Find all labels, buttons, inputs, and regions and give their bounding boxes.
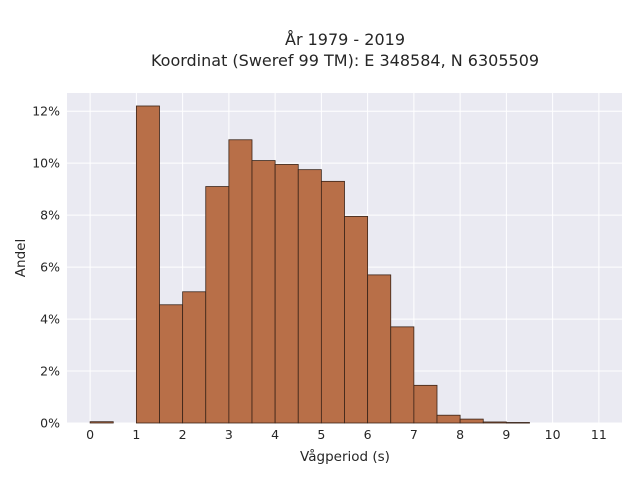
y-tick-label: 10%: [32, 156, 60, 171]
histogram-bar: [182, 291, 207, 424]
x-tick-label: 7: [410, 427, 418, 442]
bars: [89, 105, 530, 424]
x-tick-label: 1: [132, 427, 140, 442]
x-tick-label: 2: [179, 427, 187, 442]
histogram-bar: [297, 169, 322, 424]
x-tick-label: 3: [225, 427, 233, 442]
y-tick-label: 4%: [40, 312, 60, 327]
x-tick-label: 10: [545, 427, 561, 442]
histogram-bar: [390, 326, 415, 424]
histogram-bar: [159, 304, 184, 424]
histogram-bar: [413, 384, 438, 424]
x-axis-label: Vågperiod (s): [300, 448, 390, 465]
histogram-bar: [436, 414, 461, 424]
histogram-bar: [320, 180, 345, 424]
histogram-bar: [274, 164, 299, 424]
histogram-bar: [228, 139, 253, 424]
x-tick-label: 4: [271, 427, 279, 442]
histogram-bar: [505, 422, 530, 424]
x-tick-label: 9: [502, 427, 510, 442]
histogram-bar: [205, 186, 230, 424]
y-tick-label: 8%: [40, 208, 60, 223]
histogram-bar: [89, 421, 114, 424]
y-tick-label: 2%: [40, 364, 60, 379]
x-tick-label: 0: [86, 427, 94, 442]
chart-title-line-2: Koordinat (Sweref 99 TM): E 348584, N 63…: [151, 51, 539, 70]
x-tick-label: 6: [364, 427, 372, 442]
histogram-bar: [251, 160, 276, 424]
y-axis-label: Andel: [13, 239, 29, 277]
y-tick-labels: 0% 2% 4% 6% 8% 10% 12%: [32, 104, 60, 431]
x-tick-label: 11: [591, 427, 607, 442]
histogram-bar: [135, 105, 160, 424]
x-tick-label: 5: [317, 427, 325, 442]
x-tick-label: 8: [456, 427, 464, 442]
histogram-bar: [482, 421, 507, 424]
y-tick-label: 0%: [40, 416, 60, 431]
histogram-bar: [459, 418, 484, 424]
y-tick-label: 12%: [32, 104, 60, 119]
histogram-bar: [344, 216, 369, 424]
histogram-bar: [367, 274, 392, 424]
chart-title-line-1: År 1979 - 2019: [285, 30, 405, 49]
x-tick-labels: 0 1 2 3 4 5 6 7 8 9 10 11: [86, 427, 607, 442]
y-tick-label: 6%: [40, 260, 60, 275]
